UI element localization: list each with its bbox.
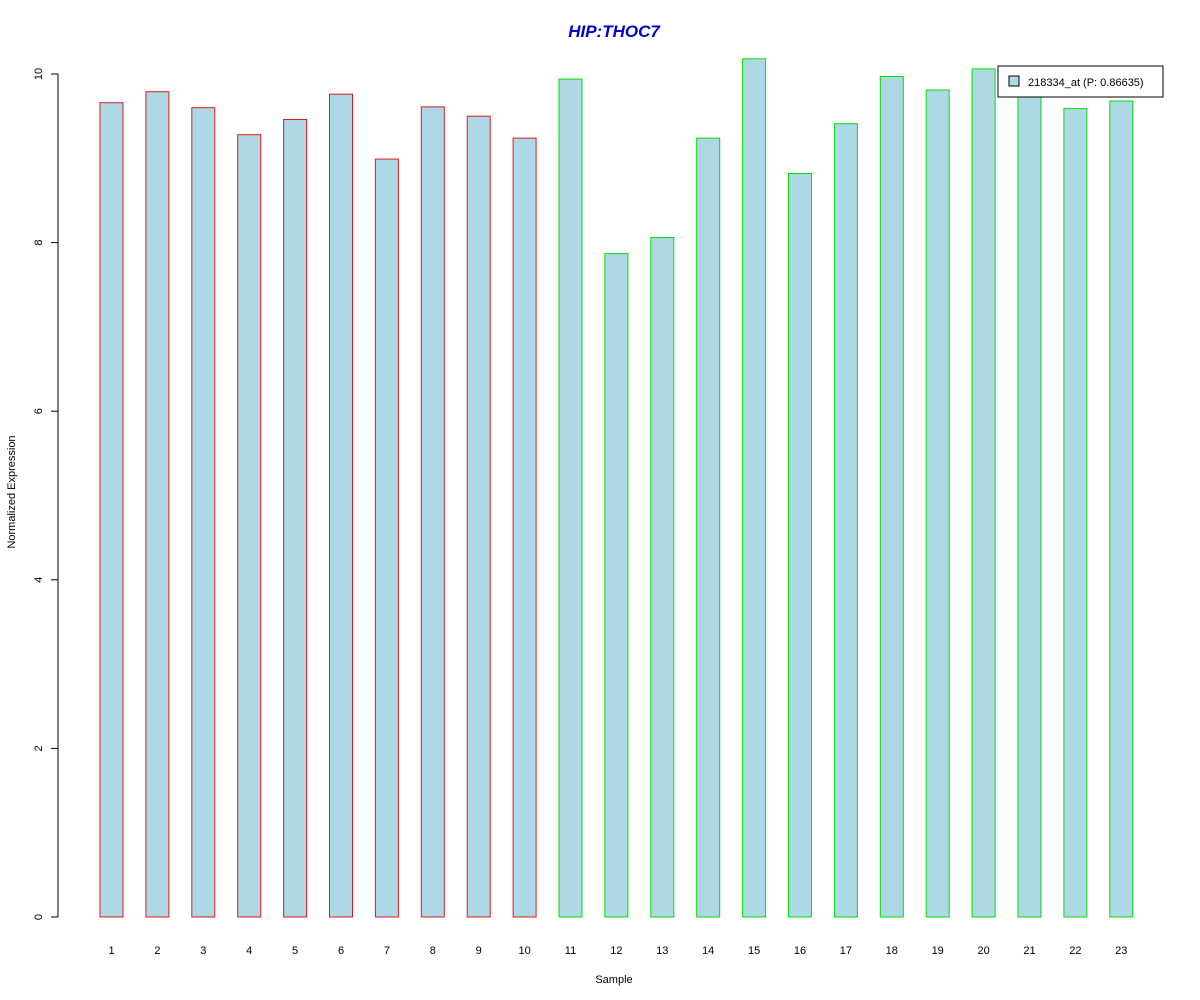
bar-sample-16 xyxy=(788,173,812,918)
bar-sample-18 xyxy=(879,76,904,918)
chart-title: HIP:THOC7 xyxy=(568,22,661,41)
x-tick-label: 6 xyxy=(338,945,344,957)
legend-label: 218334_at (P: 0.86635) xyxy=(1028,77,1144,89)
bar-sample-20 xyxy=(971,68,996,918)
y-tick-label: 10 xyxy=(33,68,45,80)
legend-box xyxy=(997,65,1164,98)
x-tick-labels: 1 2 3 4 5 6 7 8 9 10 11 12 13 14 15 16 17 18 19 20 21 22 23 xyxy=(108,945,1127,957)
bar-sample-19 xyxy=(925,89,950,918)
y-tick-label: 0 xyxy=(33,914,45,920)
bar-sample-1 xyxy=(99,102,124,918)
x-tick-label: 17 xyxy=(840,945,852,957)
x-tick-label: 9 xyxy=(476,945,482,957)
bar-sample-15 xyxy=(742,58,767,918)
bar-sample-4 xyxy=(237,134,262,918)
x-tick-label: 22 xyxy=(1069,945,1081,957)
x-tick-label: 3 xyxy=(200,945,206,957)
bar-sample-11 xyxy=(558,78,583,918)
bar-sample-22 xyxy=(1063,108,1088,918)
x-tick-label: 15 xyxy=(748,945,760,957)
x-tick-label: 13 xyxy=(656,945,668,957)
y-tick-label: 2 xyxy=(33,745,45,751)
x-tick-label: 12 xyxy=(610,945,622,957)
y-tick-label: 4 xyxy=(33,577,45,583)
x-axis-label: Sample xyxy=(595,974,632,986)
bar-sample-7 xyxy=(374,158,399,918)
x-tick-label: 4 xyxy=(246,945,252,957)
bar-sample-10 xyxy=(512,137,537,918)
bar-sample-23 xyxy=(1109,100,1134,918)
y-axis-label: Normalized Expression xyxy=(6,435,18,548)
bar-sample-6 xyxy=(329,93,353,918)
y-tick-label: 6 xyxy=(33,408,45,414)
x-tick-label: 7 xyxy=(384,945,390,957)
bar-sample-5 xyxy=(283,119,308,918)
x-tick-label: 2 xyxy=(154,945,160,957)
y-axis: 0 2 4 6 8 10 xyxy=(33,68,59,920)
x-tick-label: 1 xyxy=(108,945,114,957)
bar-sample-17 xyxy=(833,123,858,918)
legend-swatch xyxy=(1008,75,1020,87)
x-tick-label: 21 xyxy=(1023,945,1035,957)
x-tick-label: 5 xyxy=(292,945,298,957)
bar-sample-8 xyxy=(420,106,445,918)
bar-sample-14 xyxy=(696,137,721,918)
bar-sample-12 xyxy=(604,253,629,918)
x-tick-label: 10 xyxy=(518,945,530,957)
bars xyxy=(99,58,1134,918)
bar-sample-9 xyxy=(466,115,491,918)
legend: 218334_at (P: 0.86635) xyxy=(997,65,1164,98)
bar-sample-3 xyxy=(191,107,216,918)
x-tick-label: 8 xyxy=(430,945,436,957)
bar-sample-21 xyxy=(1017,96,1042,918)
x-tick-label: 19 xyxy=(932,945,944,957)
x-tick-label: 14 xyxy=(702,945,714,957)
y-tick-label: 8 xyxy=(33,240,45,246)
x-tick-label: 23 xyxy=(1115,945,1127,957)
x-tick-label: 20 xyxy=(977,945,989,957)
bar-sample-13 xyxy=(650,237,675,918)
x-tick-label: 18 xyxy=(886,945,898,957)
x-tick-label: 11 xyxy=(565,945,576,957)
x-tick-label: 16 xyxy=(794,945,806,957)
bar-sample-2 xyxy=(145,91,170,918)
